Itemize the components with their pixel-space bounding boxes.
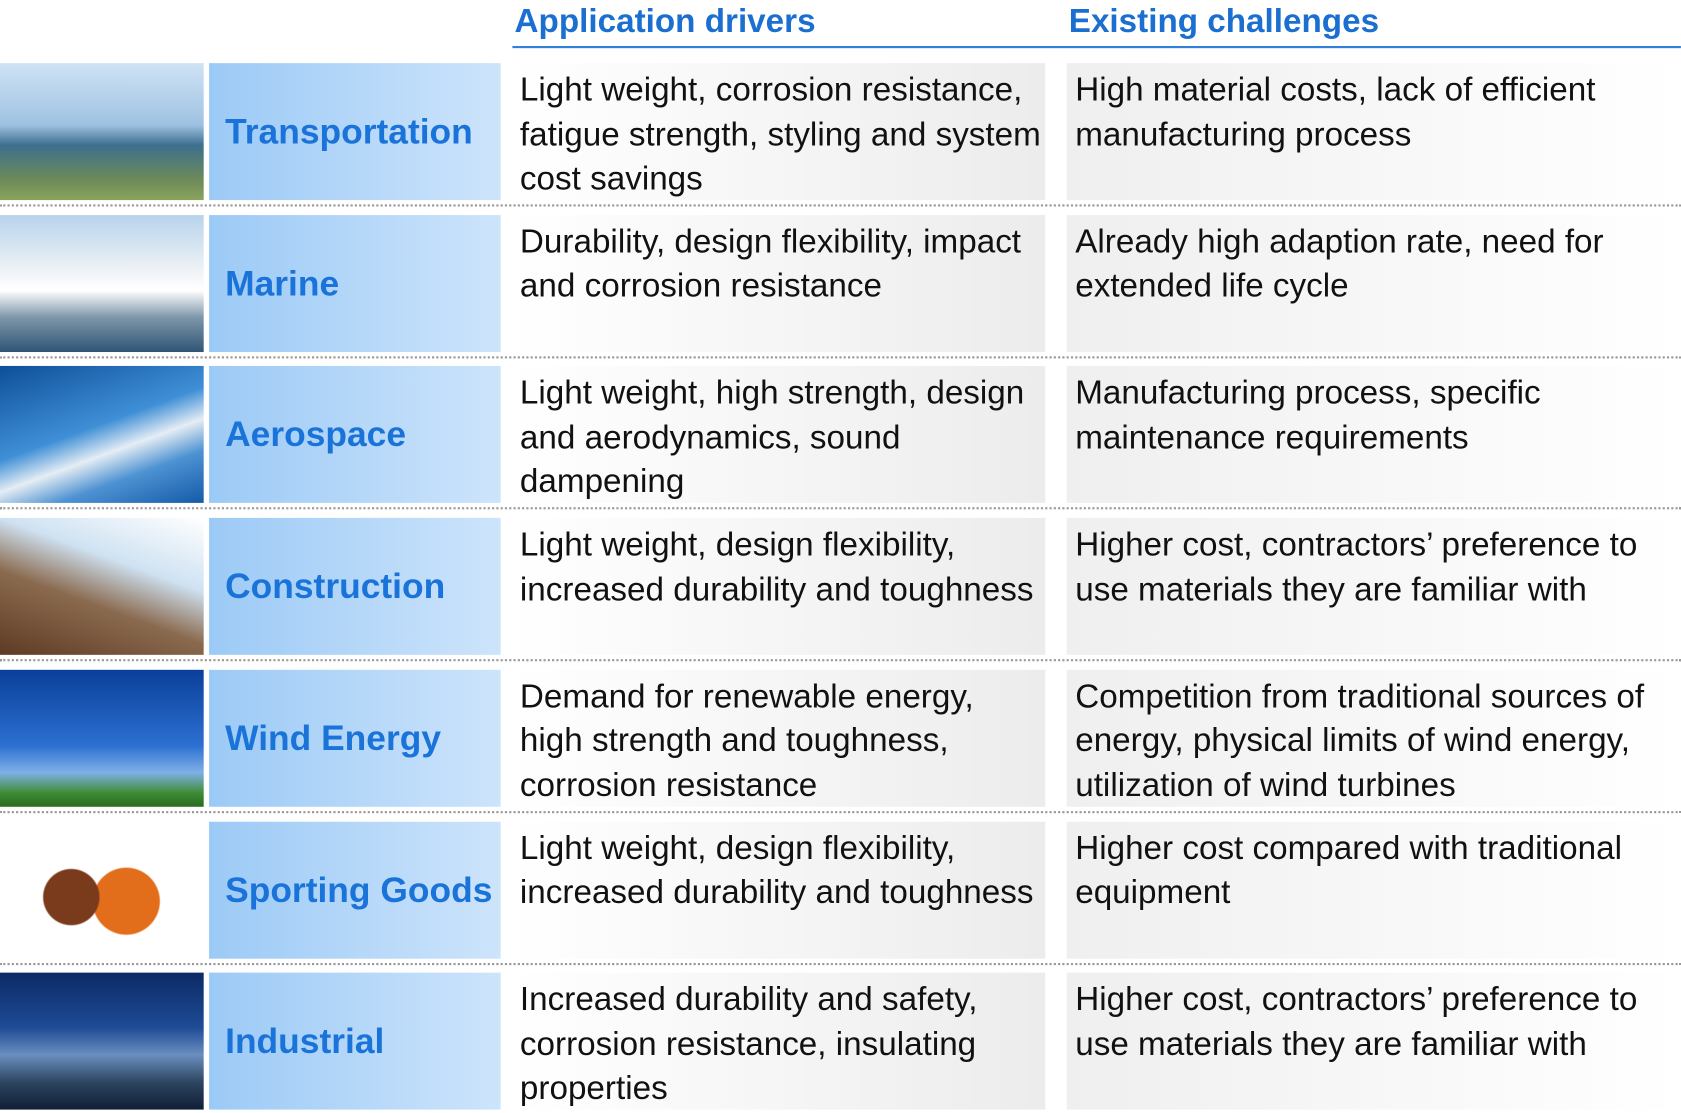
drivers-cell: Increased durability and safety, corrosi… <box>511 972 1046 1110</box>
row-separator <box>0 355 1681 359</box>
challenges-cell: Already high adaption rate, need for ext… <box>1066 214 1681 352</box>
drivers-cell: Light weight, high strength, design and … <box>511 366 1046 504</box>
category-label: Transportation <box>209 63 501 201</box>
row-separator <box>0 962 1681 965</box>
challenges-cell: Higher cost compared with traditional eq… <box>1066 821 1681 959</box>
column-header: Existing challenges <box>1068 2 1380 40</box>
category-label: Aerospace <box>209 366 501 504</box>
table-row: Industrial Increased durability and safet… <box>0 972 1681 1110</box>
challenges-cell: Higher cost, contractors’ preference to … <box>1066 972 1681 1110</box>
challenges-cell: Competition from traditional sources of … <box>1066 669 1681 807</box>
row-image <box>0 517 204 655</box>
header-rule <box>512 46 1681 49</box>
row-image <box>0 214 204 352</box>
challenges-cell: Higher cost, contractors’ preference to … <box>1066 517 1681 655</box>
table-row: Construction Light weight, design flexibi… <box>0 517 1681 655</box>
table-row: Transportation Light weight, corrosion re… <box>0 63 1681 201</box>
row-separator <box>0 659 1681 662</box>
drivers-cell: Durability, design flexibility, impact a… <box>511 214 1046 352</box>
column-header: Application drivers <box>514 2 816 40</box>
drivers-cell: Demand for renewable energy, high streng… <box>511 669 1046 807</box>
category-label: Construction <box>209 517 501 655</box>
category-label: Sporting Goods <box>209 821 501 959</box>
challenges-cell: Manufacturing process, specific maintena… <box>1066 366 1681 504</box>
row-image <box>0 63 204 201</box>
row-image <box>0 821 204 959</box>
drivers-cell: Light weight, design flexibility, increa… <box>511 821 1046 959</box>
table-row: Marine Durability, design flexibility, im… <box>0 214 1681 352</box>
row-separator <box>0 204 1681 207</box>
row-image <box>0 366 204 504</box>
table-row: Aerospace Light weight, high strength, de… <box>0 366 1681 504</box>
table-row: Sporting Goods Light weight, design flexi… <box>0 821 1681 959</box>
row-image <box>0 669 204 807</box>
drivers-cell: Light weight, design flexibility, increa… <box>511 517 1046 655</box>
challenges-cell: High material costs, lack of efficient m… <box>1066 63 1681 201</box>
category-label: Marine <box>209 214 501 352</box>
category-label: Industrial <box>209 972 501 1110</box>
table-row: Wind Energy Demand for renewable energy, … <box>0 669 1681 807</box>
row-separator <box>0 810 1681 813</box>
category-label: Wind Energy <box>209 669 501 807</box>
row-image <box>0 972 204 1110</box>
drivers-cell: Light weight, corrosion resistance, fati… <box>511 63 1046 201</box>
row-separator <box>0 507 1681 510</box>
